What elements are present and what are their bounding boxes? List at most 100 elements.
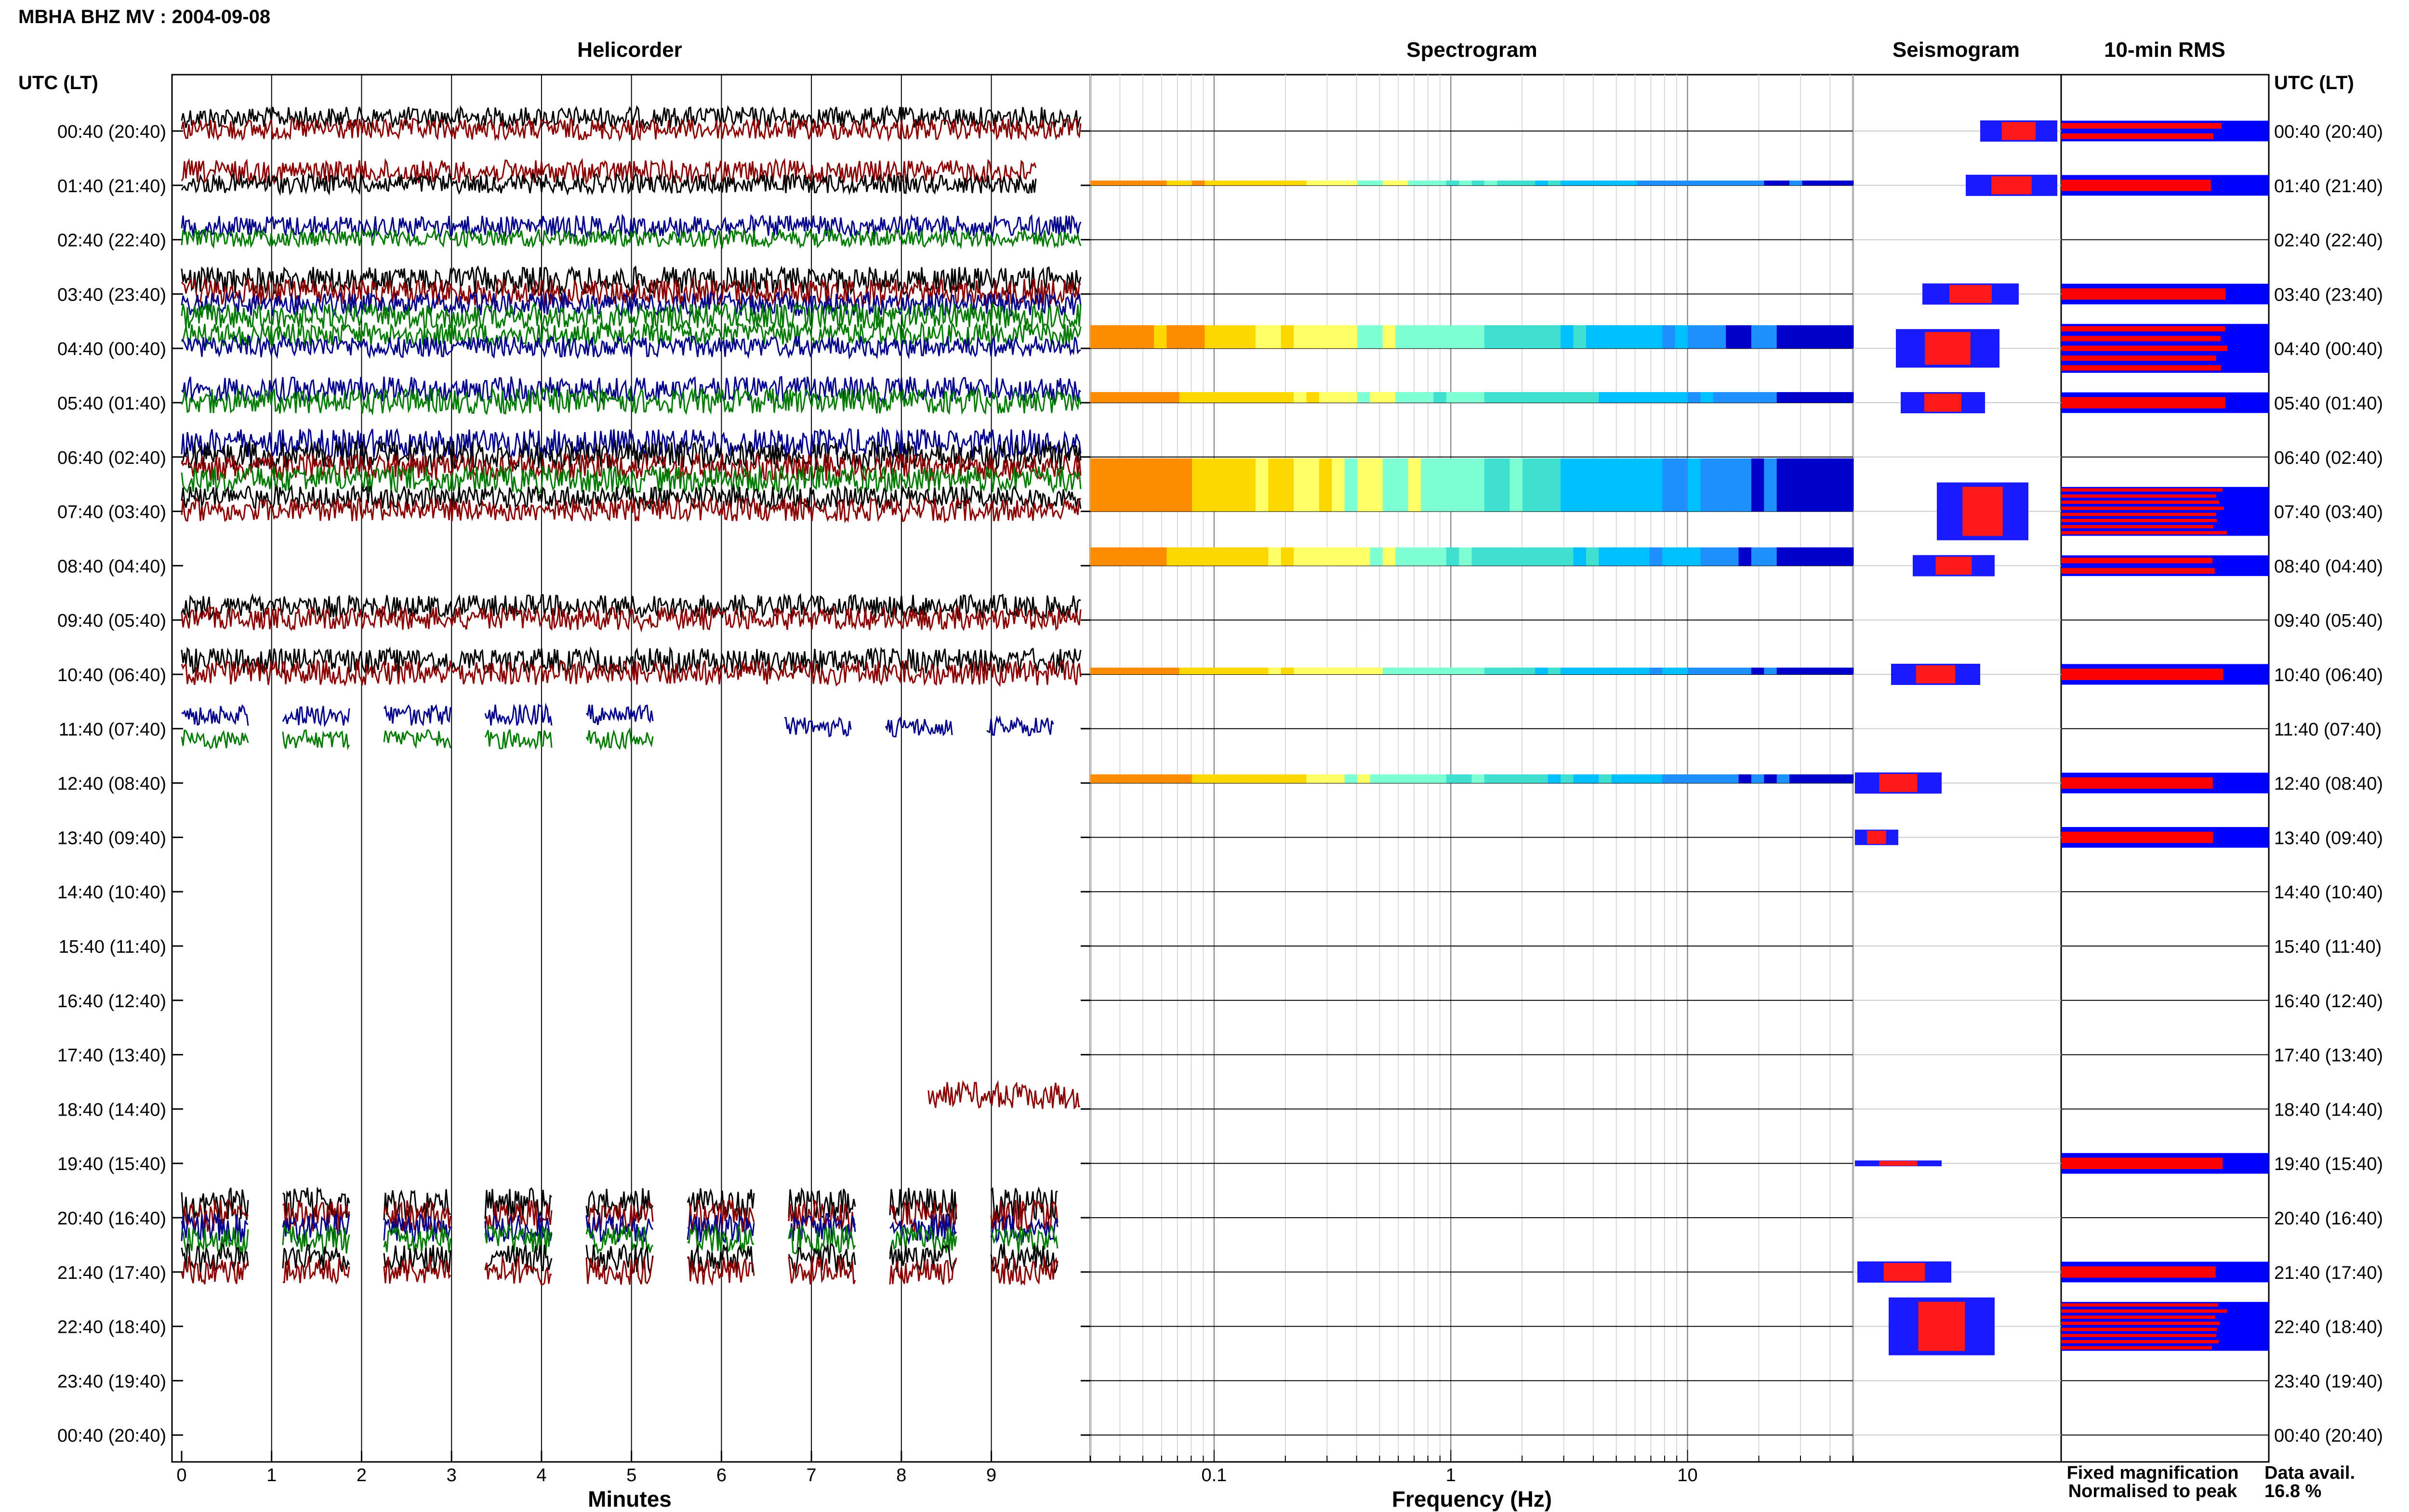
spectrogram-cell [1306,458,1320,512]
spectrogram-cell [1726,325,1739,349]
spectrogram-cell [1700,392,1714,403]
spectrogram-cell [1738,547,1752,566]
spectrogram-cell [1827,180,1841,185]
spectrogram-cell [1281,325,1295,349]
spectrogram-cell [1204,392,1218,403]
spectrogram-cell [1268,668,1282,674]
spectrogram-cell [1509,774,1523,783]
spectrogram-cell [1764,774,1777,783]
spectrogram-cell [1281,774,1295,783]
spectrogram-cell [1561,774,1574,783]
helicorder-trace [181,277,1081,308]
spectrogram-cell [1319,325,1333,349]
spectrogram-cell [1433,325,1447,349]
spectrogram-cell [1103,547,1116,566]
spectrogram-cell [1522,180,1536,185]
spectrogram-cell [1230,668,1244,674]
helicorder-x-tick-label: 1 [266,1465,277,1486]
helicorder-x-tick-label: 3 [447,1465,457,1486]
spectrogram-cell [1243,458,1256,512]
spectrogram-cell [1802,392,1815,403]
helicorder-trace [181,1213,1059,1245]
spectrogram-cell [1306,325,1320,349]
spectrogram-cell [1713,180,1727,185]
spectrogram-cell [1802,547,1815,566]
helicorder-trace [181,335,1081,360]
spectrogram-cell [1471,325,1485,349]
left-time-label: 01:40 (21:40) [57,176,166,197]
spectrogram-cell [1319,774,1333,783]
spectrogram-cell [1153,325,1167,349]
spectrogram-cell [1814,668,1828,674]
spectrogram-cell [1332,392,1345,403]
rms-normalised-bar [2061,355,2216,361]
spectrogram-cell [1115,392,1129,403]
spectrogram-cell [1535,547,1549,566]
spectrogram-cell [1624,458,1638,512]
spectrogram-cell [1726,392,1739,403]
spectrogram-cell [1484,180,1498,185]
left-time-label: 13:40 (09:40) [57,828,166,848]
spectrogram-cell [1243,547,1256,566]
spectrogram-cell [1166,774,1180,783]
spectrogram-cell [1509,392,1523,403]
spectrogram-cell [1675,458,1689,512]
right-time-label: 03:40 (23:40) [2274,285,2383,305]
spectrogram-cell [1255,774,1269,783]
spectrogram-cell [1573,774,1587,783]
spectrogram-cell [1675,325,1689,349]
right-time-label: 15:40 (11:40) [2274,937,2382,957]
spectrogram-cell [1751,547,1765,566]
spectrogram-cell [1433,668,1447,674]
spectrogram-cell [1509,180,1523,185]
left-time-label: 23:40 (19:40) [57,1371,166,1392]
spectrogram-cell [1535,774,1549,783]
spectrogram-cell [1586,458,1600,512]
spectrogram-cell [1344,180,1358,185]
helicorder-traces [181,105,1082,1287]
spectrogram-cell [1103,180,1116,185]
spectrogram-cell [1573,547,1587,566]
spectrogram-cell [1637,392,1650,403]
spectrogram-cell [1497,392,1510,403]
spectrogram-cell [1624,392,1638,403]
spectrogram-cell [1306,180,1320,185]
helicorder-x-tick-label: 0 [176,1465,186,1486]
rms-normalised-bar [2061,1303,2218,1307]
spectrogram-cell [1599,458,1612,512]
spectrogram-cell [1764,668,1777,674]
spectrogram-x-tick-label: 0.1 [1201,1465,1227,1486]
spectrogram-cell [1700,325,1714,349]
spectrogram-cell [1738,668,1752,674]
spectrogram-cell [1688,325,1701,349]
spectrogram-cell [1281,180,1295,185]
rms-normalised-bar [2061,365,2221,371]
spectrogram-cell [1090,325,1104,349]
rms-normalised-bar [2061,669,2224,680]
spectrogram-cell [1268,774,1282,783]
spectrogram-cell [1840,774,1853,783]
helicorder-xlabel: Minutes [588,1486,672,1512]
right-time-label: 23:40 (19:40) [2274,1371,2383,1392]
spectrogram-cell [1484,547,1498,566]
spectrogram-cell [1637,774,1650,783]
spectrogram-cell [1535,392,1549,403]
spectrogram-cell [1192,668,1205,674]
spectrogram-xlabel: Frequency (Hz) [1392,1486,1552,1512]
spectrogram-cell [1675,392,1689,403]
spectrogram-cell [1433,180,1447,185]
spectrogram-cell [1090,668,1104,674]
spectrogram-cell [1738,325,1752,349]
spectrogram-cell [1382,458,1396,512]
spectrogram-cell [1827,547,1841,566]
spectrogram-cell [1294,392,1307,403]
spectrogram-cell [1688,668,1701,674]
spectrogram-cell [1637,547,1650,566]
spectrogram-cell [1408,180,1421,185]
spectrogram-cell [1637,180,1650,185]
right-time-label: 17:40 (13:40) [2274,1046,2383,1066]
spectrogram-cell [1382,325,1396,349]
spectrogram-cell [1535,668,1549,674]
spectrogram-cell [1294,325,1307,349]
spectrogram-cell [1192,392,1205,403]
